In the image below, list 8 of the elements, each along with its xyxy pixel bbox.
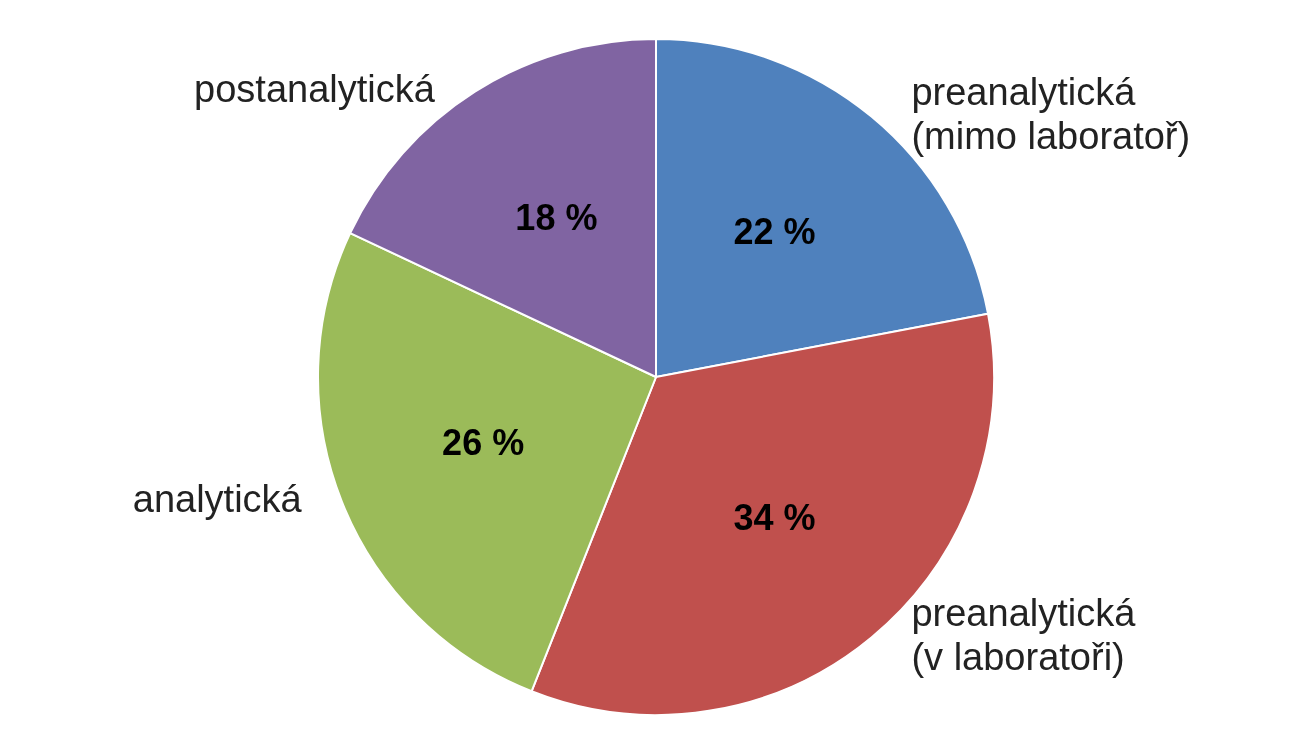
data-label: 22 % — [733, 210, 816, 252]
data-label: 34 % — [733, 497, 816, 539]
slice-label: postanalytická — [194, 68, 436, 111]
data-label: 26 % — [442, 422, 525, 464]
slice-label: preanalytická (mimo laboratoř) — [911, 71, 1191, 158]
slice-label: preanalytická (v laboratoři) — [911, 591, 1137, 678]
data-label: 18 % — [515, 196, 598, 238]
slice-label: analytická — [132, 477, 303, 520]
